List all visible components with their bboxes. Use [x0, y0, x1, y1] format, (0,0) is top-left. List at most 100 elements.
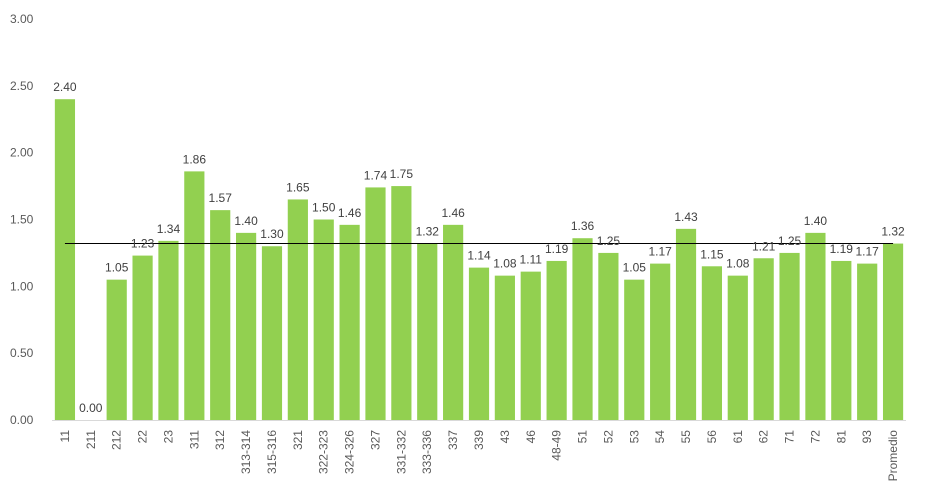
x-tick-label: 81 — [834, 430, 848, 444]
bar-61 — [727, 275, 748, 420]
bar-55 — [675, 228, 697, 420]
bar-54 — [650, 263, 671, 420]
bar-81 — [831, 260, 852, 420]
x-tick-label: 311 — [187, 430, 201, 449]
data-label: 1.43 — [674, 210, 698, 224]
data-label: 1.74 — [364, 168, 388, 182]
bar-337 — [443, 224, 464, 420]
bar-315-316 — [261, 246, 283, 420]
x-tick-label: 56 — [705, 430, 719, 444]
bars — [54, 99, 904, 420]
data-label: 1.19 — [830, 242, 854, 256]
data-label: 1.40 — [234, 214, 258, 228]
data-label: 1.23 — [131, 237, 155, 251]
y-tick-label: 3.00 — [10, 12, 34, 26]
x-tick-label: 43 — [498, 430, 512, 444]
bar-322-323 — [313, 219, 334, 420]
data-label: 1.17 — [856, 245, 880, 259]
x-tick-label: 93 — [860, 430, 874, 444]
data-label: 1.32 — [416, 225, 440, 239]
bar-321 — [287, 199, 308, 420]
bar-312 — [210, 210, 231, 420]
bar-43 — [494, 275, 515, 420]
x-tick-label: 71 — [783, 430, 797, 444]
data-label: 1.25 — [597, 234, 621, 248]
y-axis: 0.00 0.50 1.00 1.50 2.00 2.50 3.00 — [10, 12, 34, 427]
bar-22 — [132, 255, 153, 420]
data-label: 1.86 — [183, 152, 207, 166]
y-tick-label: 1.00 — [10, 279, 34, 293]
x-tick-label: 55 — [679, 430, 693, 444]
bar-62 — [753, 258, 774, 420]
bar-339 — [468, 267, 490, 420]
x-tick-label: 54 — [653, 430, 667, 444]
x-tick-label: 315-316 — [265, 430, 279, 474]
data-label: 1.46 — [338, 206, 362, 220]
x-axis: 11 211 212 22 23 311 312 313-314 315-316 321 322-3… — [58, 430, 900, 482]
bar-93 — [857, 263, 878, 420]
x-tick-label: 46 — [524, 430, 538, 444]
x-tick-label: 333-336 — [420, 430, 434, 474]
bar-51 — [572, 238, 593, 420]
x-tick-label: 61 — [731, 430, 745, 444]
data-label: 1.50 — [312, 201, 336, 215]
data-label: 0.00 — [79, 401, 103, 415]
data-label: 1.30 — [260, 227, 284, 241]
data-label: 1.21 — [752, 239, 776, 253]
bar-324-326 — [339, 224, 360, 420]
data-label: 1.75 — [390, 167, 414, 181]
data-label: 1.17 — [648, 245, 672, 259]
bar-331-332 — [391, 186, 412, 420]
y-tick-label: 2.00 — [10, 146, 34, 160]
data-label: 1.57 — [209, 191, 233, 205]
x-tick-label: 312 — [213, 430, 227, 450]
x-tick-label: 313-314 — [239, 430, 253, 474]
x-tick-label: 72 — [808, 430, 822, 444]
bar-52 — [598, 252, 619, 420]
x-tick-label: 22 — [136, 430, 150, 444]
bar-333-336 — [417, 243, 438, 420]
x-tick-label: 339 — [472, 430, 486, 450]
data-label: 1.32 — [881, 225, 905, 239]
x-tick-label: 324-326 — [343, 430, 357, 474]
x-tick-label: 52 — [601, 430, 615, 444]
x-tick-label: 23 — [161, 430, 175, 444]
bar-23 — [158, 240, 179, 420]
x-tick-label: 322-323 — [317, 430, 331, 474]
data-label: 1.08 — [493, 257, 517, 271]
data-label: 1.05 — [105, 261, 129, 275]
x-tick-label: 53 — [627, 430, 641, 444]
data-label: 1.40 — [804, 214, 828, 228]
bar-Promedio — [882, 243, 904, 420]
y-tick-label: 2.50 — [10, 79, 34, 93]
data-label: 1.15 — [700, 247, 724, 261]
x-tick-label: 321 — [291, 430, 305, 450]
bar-48-49 — [546, 260, 567, 420]
bar-327 — [365, 187, 386, 420]
y-tick-label: 0.50 — [10, 346, 34, 360]
data-label: 1.11 — [520, 253, 543, 267]
bar-212 — [106, 279, 127, 420]
bar-11 — [54, 99, 76, 420]
bar-53 — [624, 279, 645, 420]
x-tick-label: 331-332 — [394, 430, 408, 474]
y-tick-label: 1.50 — [10, 213, 34, 227]
x-tick-label: 51 — [576, 430, 590, 444]
data-label: 1.19 — [545, 242, 569, 256]
bar-71 — [779, 252, 800, 420]
x-tick-label: 62 — [757, 430, 771, 444]
bar-72 — [805, 232, 826, 420]
x-tick-label: 212 — [110, 430, 124, 450]
bar-311 — [184, 171, 205, 420]
y-tick-label: 0.00 — [10, 413, 34, 427]
x-tick-label: 11 — [58, 430, 72, 443]
data-label: 1.05 — [623, 261, 647, 275]
bar-56 — [701, 266, 723, 420]
data-labels: 2.400.001.051.231.341.861.571.401.301.65… — [53, 80, 905, 415]
data-label: 1.25 — [778, 234, 802, 248]
data-label: 2.40 — [53, 80, 77, 94]
data-label: 1.46 — [441, 206, 465, 220]
bar-46 — [520, 271, 541, 420]
x-tick-label: 337 — [446, 430, 460, 450]
